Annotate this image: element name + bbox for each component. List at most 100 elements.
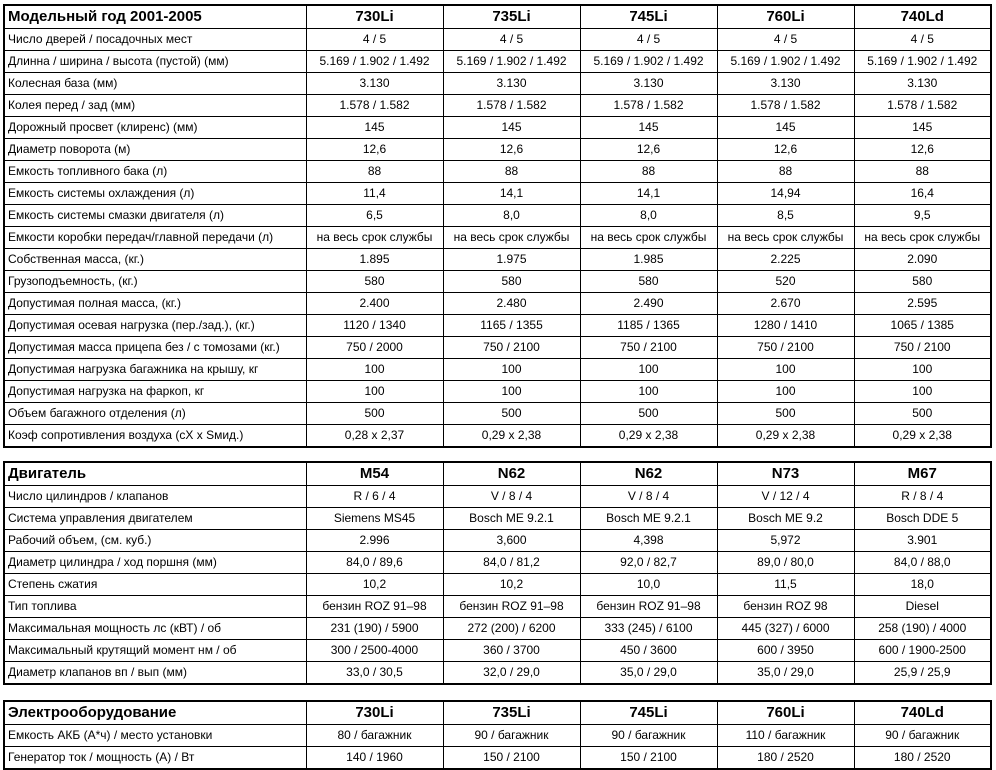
cell-value: 580: [442, 270, 581, 293]
cell-value: 8,0: [442, 204, 581, 227]
cell-value: 5.169 / 1.902 / 1.492: [579, 50, 718, 73]
cell-value: Bosch ME 9.2: [716, 507, 855, 530]
column-header: 760Li: [716, 700, 855, 725]
table-row: Емкость топливного бака (л) 88 88 88 88 88: [3, 160, 992, 183]
cell-value: 580: [305, 270, 444, 293]
table-row: Коэф сопротивления воздуха (cX x Sмид.) 0…: [3, 424, 992, 448]
row-label: Число цилиндров / клапанов: [3, 485, 307, 508]
cell-value: 10,2: [442, 573, 581, 596]
cell-value: 750 / 2100: [716, 336, 855, 359]
table-header-row: Модельный год 2001-2005 730Li 735Li 745Li 76…: [3, 4, 992, 29]
row-label: Колесная база (мм): [3, 72, 307, 95]
cell-value: 0,29 x 2,38: [579, 424, 718, 448]
section-title: Двигатель: [3, 461, 307, 486]
cell-value: Siemens MS45: [305, 507, 444, 530]
cell-value: V / 8 / 4: [579, 485, 718, 508]
row-label: Емкость системы охлаждения (л): [3, 182, 307, 205]
cell-value: 1.578 / 1.582: [305, 94, 444, 117]
cell-value: 3.130: [305, 72, 444, 95]
cell-value: 140 / 1960: [305, 746, 444, 770]
cell-value: 5.169 / 1.902 / 1.492: [853, 50, 992, 73]
cell-value: 1165 / 1355: [442, 314, 581, 337]
cell-value: 1185 / 1365: [579, 314, 718, 337]
cell-value: 150 / 2100: [442, 746, 581, 770]
row-label: Число дверей / посадочных мест: [3, 28, 307, 51]
table-row: Степень сжатия 10,2 10,2 10,0 11,5 18,0: [3, 573, 992, 596]
table-row: Допустимая нагрузка багажника на крышу, …: [3, 358, 992, 381]
column-header: N62: [579, 461, 718, 486]
cell-value: 12,6: [579, 138, 718, 161]
cell-value: 84,0 / 81,2: [442, 551, 581, 574]
cell-value: V / 12 / 4: [716, 485, 855, 508]
cell-value: 16,4: [853, 182, 992, 205]
cell-value: 500: [442, 402, 581, 425]
cell-value: 84,0 / 88,0: [853, 551, 992, 574]
cell-value: 580: [853, 270, 992, 293]
cell-value: 10,0: [579, 573, 718, 596]
cell-value: 145: [579, 116, 718, 139]
cell-value: 2.595: [853, 292, 992, 315]
cell-value: 100: [579, 358, 718, 381]
row-label: Допустимая масса прицепа без / с томозам…: [3, 336, 307, 359]
row-label: Допустимая полная масса, (кг.): [3, 292, 307, 315]
section-title: Электрооборудование: [3, 700, 307, 725]
cell-value: 84,0 / 89,6: [305, 551, 444, 574]
table-row: Генератор ток / мощность (А) / Вт 140 / 1…: [3, 746, 992, 770]
cell-value: 11,5: [716, 573, 855, 596]
cell-value: 90 / багажник: [442, 724, 581, 747]
electrical-specs-table: Электрооборудование 730Li 735Li 745Li 760Li 7…: [3, 700, 992, 770]
row-label: Коэф сопротивления воздуха (cX x Sмид.): [3, 424, 307, 448]
row-label: Диаметр поворота (м): [3, 138, 307, 161]
row-label: Диаметр клапанов вп / вып (мм): [3, 661, 307, 685]
column-header: 730Li: [305, 700, 444, 725]
row-label: Диаметр цилиндра / ход поршня (мм): [3, 551, 307, 574]
cell-value: 32,0 / 29,0: [442, 661, 581, 685]
cell-value: на весь срок службы: [716, 226, 855, 249]
cell-value: бензин ROZ 91–98: [305, 595, 444, 618]
cell-value: на весь срок службы: [305, 226, 444, 249]
cell-value: 3.130: [853, 72, 992, 95]
column-header: 740Ld: [853, 700, 992, 725]
cell-value: 100: [305, 358, 444, 381]
cell-value: 600 / 1900-2500: [853, 639, 992, 662]
row-label: Емкость системы смазки двигателя (л): [3, 204, 307, 227]
cell-value: 0,29 x 2,38: [853, 424, 992, 448]
cell-value: 14,94: [716, 182, 855, 205]
cell-value: 2.225: [716, 248, 855, 271]
table-header-row: Электрооборудование 730Li 735Li 745Li 760Li 7…: [3, 700, 992, 725]
cell-value: 600 / 3950: [716, 639, 855, 662]
cell-value: 12,6: [442, 138, 581, 161]
cell-value: 35,0 / 29,0: [716, 661, 855, 685]
cell-value: на весь срок службы: [442, 226, 581, 249]
cell-value: 1.578 / 1.582: [853, 94, 992, 117]
cell-value: 272 (200) / 6200: [442, 617, 581, 640]
column-header: 760Li: [716, 4, 855, 29]
cell-value: 5.169 / 1.902 / 1.492: [305, 50, 444, 73]
cell-value: 100: [579, 380, 718, 403]
cell-value: 4 / 5: [442, 28, 581, 51]
cell-value: 10,2: [305, 573, 444, 596]
table-row: Емкости коробки передач/главной передачи…: [3, 226, 992, 249]
cell-value: 2.480: [442, 292, 581, 315]
cell-value: 1.578 / 1.582: [716, 94, 855, 117]
cell-value: 90 / багажник: [853, 724, 992, 747]
cell-value: 145: [305, 116, 444, 139]
cell-value: 1.578 / 1.582: [579, 94, 718, 117]
cell-value: 520: [716, 270, 855, 293]
cell-value: 6,5: [305, 204, 444, 227]
cell-value: на весь срок службы: [579, 226, 718, 249]
cell-value: V / 8 / 4: [442, 485, 581, 508]
cell-value: 100: [305, 380, 444, 403]
section-title: Модельный год 2001-2005: [3, 4, 307, 29]
cell-value: 14,1: [442, 182, 581, 205]
cell-value: 0,29 x 2,38: [716, 424, 855, 448]
cell-value: 4 / 5: [305, 28, 444, 51]
row-label: Степень сжатия: [3, 573, 307, 596]
cell-value: 100: [716, 358, 855, 381]
cell-value: 4 / 5: [853, 28, 992, 51]
cell-value: 100: [853, 358, 992, 381]
cell-value: 18,0: [853, 573, 992, 596]
body-specs-table: Модельный год 2001-2005 730Li 735Li 745Li 76…: [3, 4, 992, 448]
cell-value: 100: [853, 380, 992, 403]
row-label: Тип топлива: [3, 595, 307, 618]
